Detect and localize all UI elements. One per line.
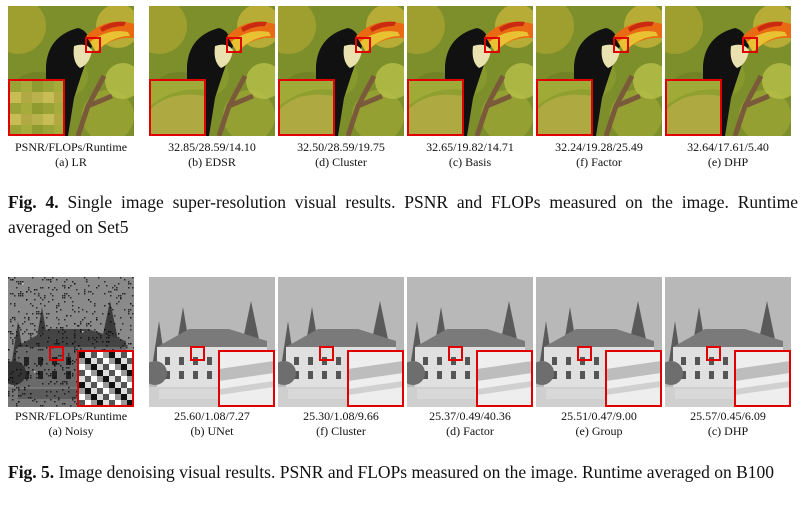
figure-4-panel-2 xyxy=(149,6,275,136)
figure-5-panel-caption: 25.37/0.49/40.36 (d) Factor xyxy=(407,409,533,439)
figure-5-caption-label: Fig. 5. xyxy=(8,462,55,482)
zoom-inset xyxy=(218,350,275,407)
figure-4-panel-caption: 32.24/19.28/25.49 (f) Factor xyxy=(536,140,662,170)
figure-5-panel-1 xyxy=(8,277,134,407)
figure-4-caption: Fig. 4. Single image super-resolution vi… xyxy=(8,190,798,240)
zoom-region-box xyxy=(355,37,371,53)
figure-4-panel-5 xyxy=(536,6,662,136)
panel-metric-text: 25.51/0.47/9.00 xyxy=(561,409,637,423)
figure-5-panel-caption: 25.30/1.08/9.66 (f) Cluster xyxy=(278,409,404,439)
panel-method-label: (f) Cluster xyxy=(316,424,366,438)
figure-5-caption-text: Image denoising visual results. PSNR and… xyxy=(58,462,775,482)
figure-4-panel-caption: 32.85/28.59/14.10 (b) EDSR xyxy=(149,140,275,170)
panel-metric-text: 25.57/0.45/6.09 xyxy=(690,409,766,423)
figure-5-panel-image xyxy=(536,277,662,407)
panel-method-label: (f) Factor xyxy=(576,155,622,169)
panel-metric-text: 25.60/1.08/7.27 xyxy=(174,409,250,423)
figure-5-panel-3 xyxy=(278,277,404,407)
panel-method-label: (a) LR xyxy=(55,155,87,169)
figure-5-panel-5 xyxy=(536,277,662,407)
figure-4-panel-caption: 32.65/19.82/14.71 (c) Basis xyxy=(407,140,533,170)
figure-5-panel-image xyxy=(149,277,275,407)
figure-5-panel-image xyxy=(407,277,533,407)
figure-4-panel-3 xyxy=(278,6,404,136)
panel-method-label: (c) DHP xyxy=(707,424,749,438)
figure-4-panel-caption: 32.50/28.59/19.75 (d) Cluster xyxy=(278,140,404,170)
zoom-inset xyxy=(605,350,662,407)
zoom-region-box xyxy=(577,346,592,361)
panel-metric-text: 25.30/1.08/9.66 xyxy=(303,409,379,423)
figure-4-panel-image xyxy=(407,6,533,136)
zoom-inset xyxy=(347,350,404,407)
figure-5-panel-4 xyxy=(407,277,533,407)
figure-5-panel-image xyxy=(665,277,791,407)
zoom-region-box xyxy=(613,37,629,53)
zoom-inset xyxy=(8,79,65,136)
figure-5-panel-caption: 25.57/0.45/6.09 (c) DHP xyxy=(665,409,791,439)
zoom-region-box xyxy=(706,346,721,361)
figure-4-panel-image xyxy=(536,6,662,136)
figure-4-panel-captions: PSNR/FLOPs/Runtime (a) LR 32.85/28.59/14.1… xyxy=(8,140,798,174)
figure-4-panel-image xyxy=(149,6,275,136)
figure-4-panel-caption: PSNR/FLOPs/Runtime (a) LR xyxy=(8,140,134,170)
zoom-inset xyxy=(407,79,464,136)
figure-5-panel-caption: 25.60/1.08/7.27 (b) UNet xyxy=(149,409,275,439)
zoom-region-box xyxy=(85,37,101,53)
figure-5-panel-2 xyxy=(149,277,275,407)
zoom-inset xyxy=(665,79,722,136)
figure-4-panel-6 xyxy=(665,6,791,136)
zoom-inset xyxy=(536,79,593,136)
zoom-region-box xyxy=(448,346,463,361)
zoom-inset xyxy=(149,79,206,136)
zoom-inset xyxy=(278,79,335,136)
panel-metric-text: 32.85/28.59/14.10 xyxy=(168,140,256,154)
figure-4-panel-image xyxy=(665,6,791,136)
figure-4-panel-image xyxy=(278,6,404,136)
panel-method-label: (d) Factor xyxy=(446,424,494,438)
zoom-inset xyxy=(77,350,134,407)
figure-5-panel-caption: 25.51/0.47/9.00 (e) Group xyxy=(536,409,662,439)
zoom-region-box xyxy=(742,37,758,53)
figure-5-panel-image xyxy=(278,277,404,407)
figure-4-image-row xyxy=(8,6,798,136)
zoom-region-box xyxy=(319,346,334,361)
zoom-region-box xyxy=(226,37,242,53)
panel-metric-text: 32.24/19.28/25.49 xyxy=(555,140,643,154)
zoom-region-box xyxy=(484,37,500,53)
panel-method-label: (d) Cluster xyxy=(315,155,367,169)
zoom-inset xyxy=(734,350,791,407)
figure-4-panel-4 xyxy=(407,6,533,136)
figure-5-panel-caption: PSNR/FLOPs/Runtime (a) Noisy xyxy=(8,409,134,439)
panel-metric-text: PSNR/FLOPs/Runtime xyxy=(14,409,128,423)
zoom-inset xyxy=(476,350,533,407)
panel-method-label: (e) Group xyxy=(575,424,623,438)
panel-method-label: (e) DHP xyxy=(707,155,749,169)
zoom-region-box xyxy=(49,346,64,361)
figure-5-panel-captions: PSNR/FLOPs/Runtime (a) Noisy 25.60/1.08/7.… xyxy=(8,409,798,443)
panel-method-label: (b) UNet xyxy=(190,424,234,438)
panel-metric-text: 32.64/17.61/5.40 xyxy=(687,140,769,154)
panel-metric-text: PSNR/FLOPs/Runtime xyxy=(14,140,128,154)
panel-method-label: (c) Basis xyxy=(448,155,492,169)
figure-5-panel-image xyxy=(8,277,134,407)
figure-4-panel-1 xyxy=(8,6,134,136)
panel-method-label: (b) EDSR xyxy=(188,155,236,169)
panel-metric-text: 32.65/19.82/14.71 xyxy=(426,140,514,154)
figure-4-panel-caption: 32.64/17.61/5.40 (e) DHP xyxy=(665,140,791,170)
figure-4-caption-text: Single image super-resolution visual res… xyxy=(8,192,798,237)
panel-metric-text: 25.37/0.49/40.36 xyxy=(429,409,511,423)
panel-metric-text: 32.50/28.59/19.75 xyxy=(297,140,385,154)
zoom-region-box xyxy=(190,346,205,361)
panel-method-label: (a) Noisy xyxy=(48,424,94,438)
figure-5-image-row xyxy=(8,277,798,407)
figure-5-caption: Fig. 5. Image denoising visual results. … xyxy=(8,460,798,485)
figure-4-caption-label: Fig. 4. xyxy=(8,192,59,212)
figure-5-panel-6 xyxy=(665,277,791,407)
figure-4-panel-image xyxy=(8,6,134,136)
